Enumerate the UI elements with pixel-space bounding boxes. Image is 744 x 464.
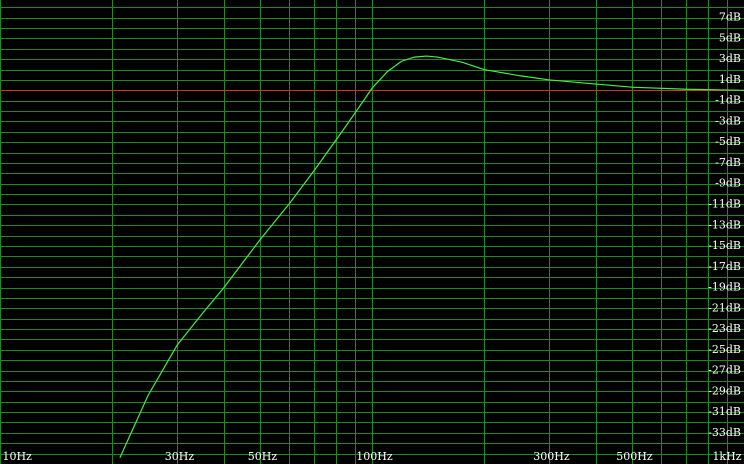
y-tick-label: -31dB	[708, 405, 741, 418]
response-curve	[119, 55, 744, 459]
y-tick-label: 3dB	[719, 52, 741, 65]
y-tick-label: -21dB	[708, 301, 741, 314]
plot	[0, 55, 744, 459]
y-tick-label: -15dB	[708, 239, 741, 252]
y-tick-label: -7dB	[715, 156, 741, 169]
x-tick-label: 300Hz	[533, 450, 570, 463]
y-tick-label: -29dB	[708, 384, 741, 397]
y-tick-label: -27dB	[708, 364, 741, 377]
y-tick-label: 1dB	[719, 73, 741, 86]
y-tick-label: -11dB	[708, 197, 741, 210]
y-tick-label: -19dB	[708, 281, 741, 294]
y-tick-label: -23dB	[708, 322, 741, 335]
x-tick-label: 50Hz	[248, 450, 278, 463]
y-tick-label: 5dB	[719, 31, 741, 44]
x-tick-label: 100Hz	[356, 450, 393, 463]
x-tick-label: 10Hz	[3, 450, 33, 463]
labels: 7dB 5dB 3dB 1dB -1dB -3dB -5dB -7dB -9dB -11dB -13…	[3, 11, 742, 463]
y-tick-label: -25dB	[708, 343, 741, 356]
y-tick-label: -33dB	[708, 426, 741, 439]
y-tick-label: -1dB	[715, 94, 741, 107]
x-tick-label: 500Hz	[616, 450, 653, 463]
y-tick-label: -17dB	[708, 260, 741, 273]
y-tick-label: -13dB	[708, 218, 741, 231]
y-tick-label: -9dB	[715, 177, 741, 190]
x-tick-label: 30Hz	[165, 450, 195, 463]
y-tick-label: 7dB	[719, 11, 741, 24]
y-tick-label: -3dB	[715, 114, 741, 127]
y-tick-label: -5dB	[715, 135, 741, 148]
x-tick-label: 1kHz	[712, 450, 741, 463]
